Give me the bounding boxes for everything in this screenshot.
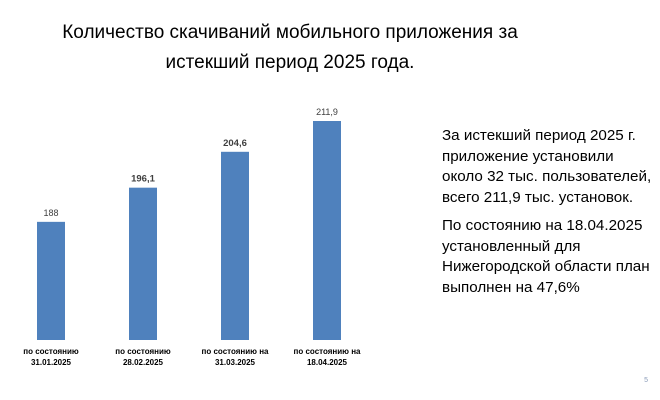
bar-2 <box>129 187 157 340</box>
x-tick-label-2-line-2: 28.02.2025 <box>123 358 164 367</box>
summary-paragraph-2: По состоянию на 18.04.2025 установленный… <box>442 217 650 296</box>
bar-3 <box>221 151 249 340</box>
page-number: 5 <box>644 377 648 384</box>
x-tick-label-4-line-2: 18.04.2025 <box>307 358 348 367</box>
data-label-3: 204,6 <box>223 138 247 149</box>
chart-title: Количество скачиваний мобильного приложе… <box>40 18 540 78</box>
data-label-2: 196,1 <box>131 174 155 185</box>
x-tick-label-2-line-1: по состоянию <box>115 347 171 356</box>
summary-paragraph-1: За истекший период 2025 г. приложение ус… <box>442 127 652 206</box>
data-label-1: 188 <box>43 208 58 218</box>
x-tick-label-1-line-2: 31.01.2025 <box>31 358 72 367</box>
x-tick-label-3-line-2: 31.03.2025 <box>215 358 256 367</box>
bar-4 <box>313 121 341 340</box>
data-label-4: 211,9 <box>316 107 338 117</box>
x-tick-label-1-line-1: по состоянию <box>23 347 79 356</box>
x-tick-label-3-line-1: по состоянию на <box>202 347 270 356</box>
bar-1 <box>37 221 65 340</box>
summary-text: За истекший период 2025 г. приложение ус… <box>442 126 652 306</box>
bar-chart: 188 по состоянию 31.01.2025 196,1 по состоян… <box>23 107 362 367</box>
chart-title-line-1: Количество скачиваний мобильного приложе… <box>62 22 518 43</box>
x-tick-label-4-line-1: по состоянию на <box>294 347 362 356</box>
chart-title-line-2: истекший период 2025 года. <box>165 52 415 73</box>
